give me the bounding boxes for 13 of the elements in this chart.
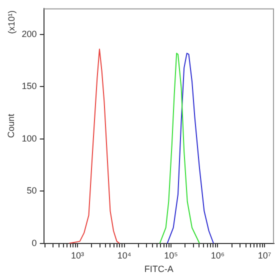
- x-axis-title: FITC-A: [144, 264, 174, 274]
- x-tick-label: 10⁵: [164, 250, 178, 260]
- text: (x10¹): [6, 10, 16, 34]
- x-tick-label: 10⁶: [210, 250, 225, 260]
- y-tick-label: 100: [22, 133, 37, 144]
- y-tick-label: 0: [32, 238, 37, 248]
- y-tick-label: 150: [22, 81, 37, 92]
- y-tick-label: 50: [26, 186, 37, 196]
- x-tick-label: 10⁴: [117, 250, 132, 260]
- x-tick-label: 10³: [71, 250, 84, 260]
- y-axis-title: Count: [6, 113, 16, 138]
- y-tick-label: 200: [22, 28, 37, 39]
- x-tick-label: 10⁷: [258, 250, 272, 260]
